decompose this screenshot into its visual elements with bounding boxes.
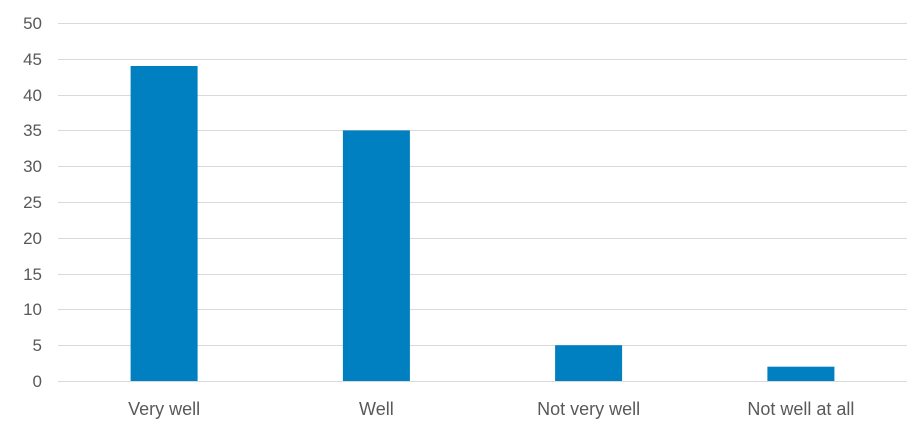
- y-tick-label: 50: [23, 14, 42, 33]
- bar-well: [342, 130, 410, 381]
- bar-very-well: [130, 66, 198, 381]
- y-axis-tick-labels: 0 5 10 15 20 25 30 35 40 45 50: [23, 14, 42, 391]
- y-tick-label: 25: [23, 193, 42, 212]
- y-tick-label: 10: [23, 300, 42, 319]
- y-tick-label: 20: [23, 229, 42, 248]
- y-tick-label: 35: [23, 121, 42, 140]
- y-tick-label: 45: [23, 50, 42, 69]
- x-category-label: Not well at all: [747, 399, 854, 419]
- x-category-label: Well: [359, 399, 394, 419]
- y-tick-label: 30: [23, 157, 42, 176]
- gridlines: [58, 23, 907, 382]
- x-category-label: Very well: [128, 399, 200, 419]
- y-tick-label: 15: [23, 265, 42, 284]
- bar-not-very-well: [555, 345, 623, 381]
- x-axis-category-labels: Very well Well Not very well Not well at al…: [128, 399, 854, 419]
- bar-not-well-at-all: [767, 366, 835, 381]
- y-tick-label: 5: [33, 336, 42, 355]
- bars: [130, 66, 835, 381]
- y-tick-label: 40: [23, 86, 42, 105]
- x-category-label: Not very well: [537, 399, 640, 419]
- y-tick-label: 0: [33, 372, 42, 391]
